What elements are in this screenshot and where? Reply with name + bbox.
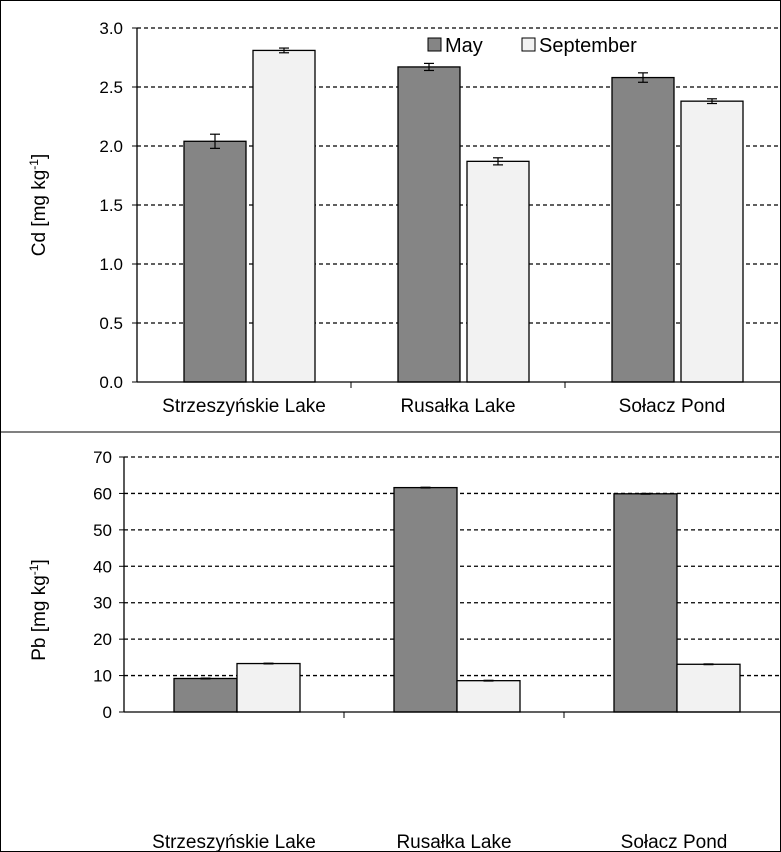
cd-category-label: Sołacz Pond xyxy=(619,396,726,417)
pb-bars xyxy=(173,486,741,713)
legend-label-may: May xyxy=(445,35,483,57)
pb-y-tick-label: 30 xyxy=(93,594,112,613)
pb-panel: 0 10 20 30 40 50 60 70 Strzeszyńskie Lake Rusałk… xyxy=(27,448,781,852)
cd-y-axis-label: Cd [mg kg-1] xyxy=(27,154,50,257)
pb-y-tick-label: 10 xyxy=(93,667,112,686)
cd-y-tick-label: 1.5 xyxy=(99,196,123,215)
legend-swatch-may xyxy=(427,37,442,52)
cd-bar-september xyxy=(680,100,744,383)
legend-swatch-september xyxy=(521,37,536,52)
pb-y-tick-label: 0 xyxy=(103,703,112,722)
cd-category-labels: Strzeszyńskie Lake Rusałka Lake Sołacz Pon… xyxy=(162,396,725,417)
cd-y-tick-label: 3.0 xyxy=(99,19,123,38)
pb-bar-september xyxy=(236,662,301,713)
pb-bar-may xyxy=(613,493,678,713)
cd-y-tick-label: 0.5 xyxy=(99,314,123,333)
pb-y-tick-label: 50 xyxy=(93,521,112,540)
pb-axes xyxy=(119,456,781,718)
cd-bars xyxy=(183,47,744,383)
pb-y-tick-label: 60 xyxy=(93,484,112,503)
pb-bar-may xyxy=(393,486,458,713)
cd-y-tick-label: 2.5 xyxy=(99,78,123,97)
pb-category-label: Rusałka Lake xyxy=(396,832,511,852)
cd-category-label: Strzeszyńskie Lake xyxy=(162,396,326,417)
pb-y-tick-label: 70 xyxy=(93,448,112,467)
pb-category-labels: Strzeszyńskie Lake Rusałka Lake Sołacz Pon… xyxy=(152,832,727,852)
pb-category-label: Sołacz Pond xyxy=(621,832,728,852)
pb-y-tick-label: 20 xyxy=(93,630,112,649)
cd-axes xyxy=(132,27,781,388)
pb-category-label: Strzeszyńskie Lake xyxy=(152,832,316,852)
pb-y-tick-labels: 0 10 20 30 40 50 60 70 xyxy=(93,448,112,722)
cd-bar-september xyxy=(252,49,316,383)
cd-legend: May September xyxy=(427,35,637,57)
pb-bar-september xyxy=(676,663,741,713)
cd-bar-may xyxy=(397,66,461,383)
cd-bar-may xyxy=(183,140,247,383)
pb-bar-may xyxy=(173,677,238,713)
cd-bar-september xyxy=(466,160,530,383)
cd-category-label: Rusałka Lake xyxy=(400,396,515,417)
cd-y-tick-label: 2.0 xyxy=(99,137,123,156)
cd-y-tick-label: 0.0 xyxy=(99,373,123,392)
legend-label-september: September xyxy=(539,35,637,57)
cd-panel: 0.0 0.5 1.0 1.5 2.0 2.5 3.0 Strzeszyńskie Lake… xyxy=(27,19,781,417)
cd-bar-may xyxy=(611,76,675,383)
cd-y-tick-labels: 0.0 0.5 1.0 1.5 2.0 2.5 3.0 xyxy=(99,19,123,392)
cd-y-tick-label: 1.0 xyxy=(99,255,123,274)
pb-y-axis-label: Pb [mg kg-1] xyxy=(27,559,50,661)
pb-bar-september xyxy=(456,680,521,713)
pb-y-tick-label: 40 xyxy=(93,557,112,576)
